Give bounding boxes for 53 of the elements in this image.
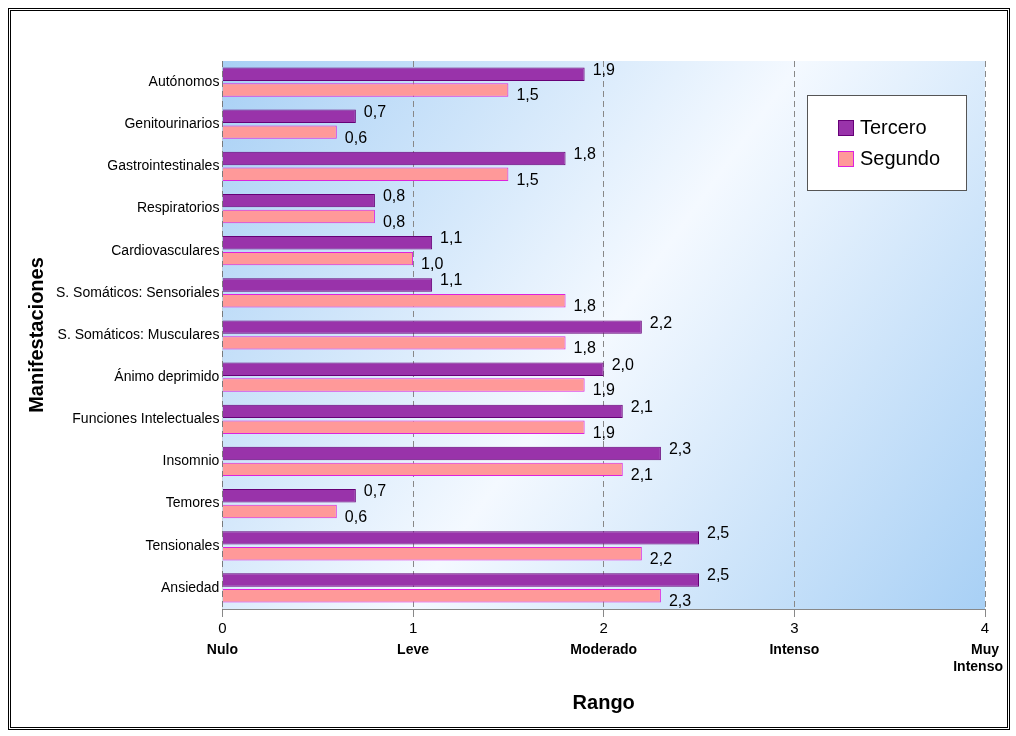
data-label: 0,8 <box>382 212 406 230</box>
y-tick-label: Tensionales <box>145 536 220 553</box>
y-tick-label: S. Somáticos: Musculares <box>57 325 220 342</box>
y-tick-label: Cardiovasculares <box>111 241 220 258</box>
x-tick-label: 0 <box>218 619 227 637</box>
text: Intenso <box>769 640 820 657</box>
y-tick-label: Genitourinarios <box>124 115 220 132</box>
data-label: 1,9 <box>592 423 615 441</box>
y-axis-title: Manifestaciones <box>24 257 47 413</box>
data-label: 1,1 <box>440 271 463 289</box>
data-label: 1,5 <box>516 170 539 188</box>
y-tick-label: Temores <box>165 494 220 511</box>
data-label: 2,3 <box>668 592 692 610</box>
data-label: 2,0 <box>611 355 635 373</box>
data-label: 2,5 <box>707 566 730 584</box>
data-label: 1,8 <box>573 144 596 162</box>
data-label: 1,5 <box>516 86 539 104</box>
x-tick-label: 4 <box>980 619 990 637</box>
y-tick-label: Ánimo deprimido <box>114 368 220 385</box>
data-label: 2,5 <box>707 524 730 542</box>
x-axis-title: Rango <box>572 690 635 713</box>
data-label: 0,6 <box>344 128 368 146</box>
data-label: 1,9 <box>592 60 615 78</box>
x-tick-label: 2 <box>599 619 608 637</box>
data-label: 2,1 <box>630 397 654 415</box>
data-label: 1,1 <box>440 229 463 247</box>
data-label: 2,1 <box>630 465 654 483</box>
data-label: 2,2 <box>649 550 673 568</box>
legend-box: Tercero Segundo <box>806 95 967 191</box>
legend-label: Segundo <box>859 147 940 170</box>
text: Nulo <box>206 640 238 657</box>
y-tick-label: Funciones Intelectuales <box>72 410 220 427</box>
text: Moderado <box>570 640 638 657</box>
data-label: 0,7 <box>363 102 387 120</box>
y-tick-label: Gastrointestinales <box>107 157 220 174</box>
data-label: 2,2 <box>649 313 673 331</box>
x-tick-label: 1 <box>408 619 418 637</box>
x-tick-label: 3 <box>790 619 799 637</box>
y-tick-label: Respiratorios <box>136 199 220 216</box>
y-tick-label: S. Somáticos: Sensoriales <box>56 283 220 300</box>
data-label: 1,8 <box>573 297 596 315</box>
y-tick-label: Insomnio <box>162 452 220 469</box>
y-tick-label: Ansiedad <box>161 578 220 595</box>
data-label: 1,9 <box>592 381 615 399</box>
y-tick-label: Autónomos <box>148 72 220 89</box>
data-label: 0,6 <box>344 507 368 525</box>
text: Muy Intenso <box>953 640 1003 674</box>
data-label: 0,7 <box>363 482 387 500</box>
data-label: 1,8 <box>573 339 596 357</box>
data-label: 1,0 <box>421 255 444 272</box>
data-label: 2,3 <box>668 439 692 457</box>
data-label: 0,8 <box>382 187 406 205</box>
text: Leve <box>397 640 430 657</box>
